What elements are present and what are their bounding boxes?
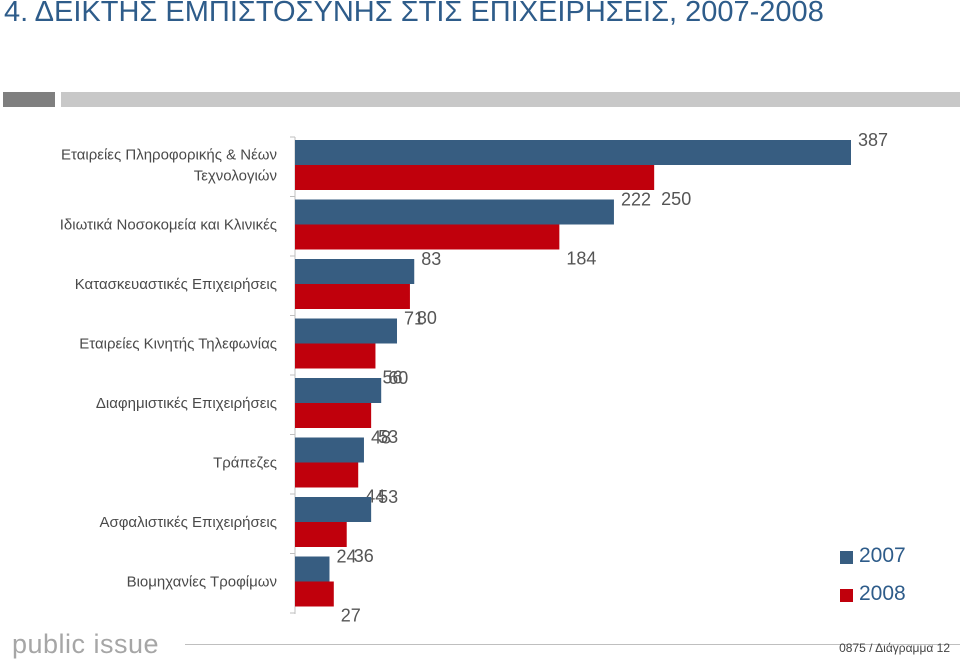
header-stripe-dark bbox=[3, 92, 55, 107]
bar-2007 bbox=[295, 199, 614, 225]
bar-2007 bbox=[295, 497, 372, 522]
category-label: Εταιρείες Κινητής Τηλεφωνίας bbox=[79, 336, 277, 353]
legend-swatch-2007 bbox=[840, 551, 853, 564]
header-stripe bbox=[0, 92, 960, 107]
data-label-2007: 222 bbox=[621, 190, 651, 210]
footer-code: 0875 / Διάγραμμα 12 bbox=[839, 641, 950, 655]
public-issue-logo: public issue bbox=[12, 629, 160, 659]
data-label-2008: 184 bbox=[566, 249, 596, 269]
bar-2008 bbox=[295, 165, 655, 190]
data-label-2007: 53 bbox=[378, 487, 398, 507]
data-label-2008: 27 bbox=[341, 606, 361, 626]
header-stripe-light bbox=[61, 92, 960, 107]
data-label-2007: 48 bbox=[371, 428, 391, 448]
category-label: Ασφαλιστικές Επιχειρήσεις bbox=[99, 514, 277, 531]
bar-2007 bbox=[295, 259, 415, 284]
bar-2008 bbox=[295, 581, 334, 607]
category-label: Διαφημιστικές Επιχειρήσεις bbox=[96, 395, 277, 412]
data-label-2007: 71 bbox=[404, 309, 424, 329]
bar-2008 bbox=[295, 284, 410, 309]
category-label: Ιδιωτικά Νοσοκομεία και Κλινικές bbox=[60, 217, 277, 234]
data-label-2007: 24 bbox=[336, 547, 356, 567]
bar-2007 bbox=[295, 318, 398, 344]
footer-divider bbox=[185, 644, 960, 645]
data-label-2008: 250 bbox=[661, 189, 691, 209]
legend-label-2008: 2008 bbox=[859, 582, 906, 605]
bar-2008 bbox=[295, 522, 347, 547]
category-label: Τεχνολογιών bbox=[194, 168, 277, 185]
bar-2008 bbox=[295, 462, 359, 488]
data-label-2008: 80 bbox=[417, 308, 437, 328]
data-label-2008: 56 bbox=[382, 368, 402, 388]
legend-swatch-2008 bbox=[840, 589, 853, 602]
chart-title: 4. ΔΕΙΚΤΗΣ ΕΜΠΙΣΤΟΣΥΝΗΣ ΣΤΙΣ ΕΠΙΧΕΙΡΗΣΕΙ… bbox=[4, 0, 824, 28]
data-label-2008: 36 bbox=[354, 546, 374, 566]
bar-2007 bbox=[295, 378, 382, 403]
bar-2007 bbox=[295, 556, 330, 582]
data-label-2007: 60 bbox=[388, 368, 408, 388]
bar-2008 bbox=[295, 224, 560, 250]
bar-2007 bbox=[295, 437, 364, 463]
data-label-2007: 387 bbox=[858, 130, 888, 150]
data-label-2008: 53 bbox=[378, 427, 398, 447]
category-label: Εταιρείες Πληροφορικής & Νέων bbox=[61, 147, 277, 164]
bar-2008 bbox=[295, 403, 372, 428]
category-label: Κατασκευαστικές Επιχειρήσεις bbox=[75, 276, 277, 293]
category-label: Βιομηχανίες Τροφίμων bbox=[127, 574, 277, 591]
bar-2007 bbox=[295, 140, 851, 165]
category-label: Τράπεζες bbox=[213, 455, 277, 472]
legend-label-2007: 2007 bbox=[859, 544, 906, 567]
data-label-2007: 83 bbox=[421, 249, 441, 269]
bar-2008 bbox=[295, 343, 376, 369]
